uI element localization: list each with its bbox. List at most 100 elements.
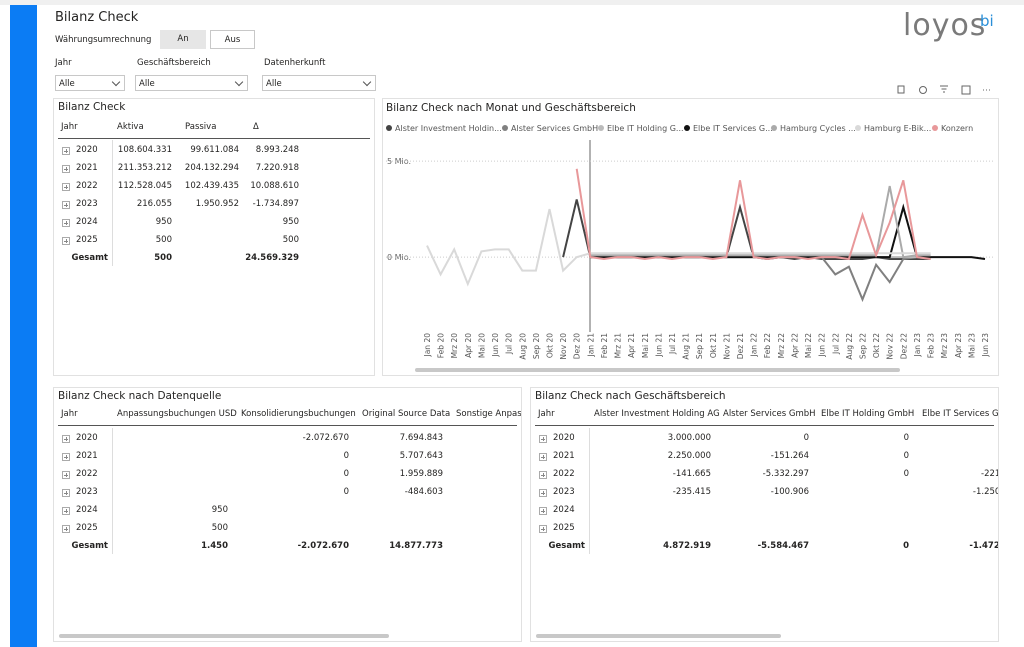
pin-icon[interactable] [919,86,927,94]
row-label: Gesamt [548,541,585,551]
table-cell: 8.993.248 [255,145,299,155]
chart-panel [382,98,999,376]
top-strip [0,0,1024,5]
dropdown[interactable]: Alle [135,75,248,91]
row-label: 2025 [76,235,98,245]
expand-icon [62,525,70,533]
column-header: Jahr [61,409,78,419]
table-cell: -5.332.297 [762,469,809,479]
table-cell: -235.415 [672,487,711,497]
row-label: 2020 [76,145,98,155]
dropdown[interactable]: Alle [55,75,125,91]
expand-icon [539,525,547,533]
copy-icon[interactable] [897,85,905,94]
expand-icon [62,507,70,515]
table-cell: 0 [903,451,909,461]
chevron [362,77,372,87]
table-cell: 4.872.919 [663,541,711,551]
table-cell: 0 [903,541,909,551]
filter-label: Geschäftsbereich [137,58,211,68]
table-cell: -1.734.897 [252,199,299,209]
logo: loyos [903,8,987,43]
table-cell: -141.665 [672,469,711,479]
column-rule [589,428,590,554]
row-label: 2022 [553,469,575,479]
table-cell: 102.439.435 [184,181,239,191]
column-header: Jahr [61,122,78,132]
column-header: Alster Services GmbH [723,409,816,419]
table-cell: 1.959.889 [399,469,443,479]
column-header: Aktiva [117,122,144,132]
side-bar [10,5,37,647]
table-cell: 1.450 [201,541,228,551]
dropdown-value: Alle [266,79,282,89]
expand-icon [539,453,547,461]
table-cell: 99.611.084 [190,145,239,155]
scrollbar [536,634,781,638]
table-cell: 500 [154,253,172,263]
row-label: Gesamt [71,253,108,263]
expand-icon [62,147,70,155]
table-cell: 500 [211,523,228,533]
table-cell: 0 [803,433,809,443]
table-cell: 216.055 [136,199,172,209]
header-rule [535,425,994,426]
row-label: 2021 [76,163,98,173]
expand-icon [539,507,547,515]
row-label: 2020 [553,433,575,443]
table-cell: 0 [343,451,349,461]
table-cell: 112.528.045 [117,181,172,191]
column-header: Anpassungsbuchungen USD [117,409,237,419]
table-cell: 211.353.212 [117,163,172,173]
header-rule [58,138,370,139]
row-label: 2024 [76,505,98,515]
column-header: Jahr [538,409,555,419]
table-cell: 5.707.643 [399,451,443,461]
column-rule [112,428,113,554]
column-header: Δ [253,122,259,132]
toggle-off[interactable]: Aus [210,30,255,49]
table-title: Bilanz Check [58,101,126,113]
row-label: Gesamt [71,541,108,551]
toggle-on[interactable]: An [160,30,206,49]
table-cell: 7.694.843 [399,433,443,443]
chevron [111,77,121,87]
table-cell: 950 [155,217,172,227]
table-cell: 10.088.610 [250,181,299,191]
table-panel: Bilanz Check nach Datenquelle Jahr Anpassu… [53,387,522,642]
row-label: 2023 [76,487,98,497]
expand-icon [62,165,70,173]
table-cell: 24.569.329 [245,253,299,263]
table-cell: -484.603 [404,487,443,497]
table-title: Bilanz Check nach Geschäftsbereich [535,390,726,402]
expand-icon [539,435,547,443]
table-cell: 0 [343,469,349,479]
currency-label: Währungsumrechnung [55,35,152,45]
table-cell: -2.072.670 [297,541,349,551]
row-label: 2023 [553,487,575,497]
page-title: Bilanz Check [55,10,139,25]
column-header: Original Source Data [362,409,451,419]
column-rule [112,140,113,266]
table-cell: 14.877.773 [389,541,443,551]
expand-icon [62,471,70,479]
dropdown[interactable]: Alle [262,75,376,91]
table-cell: 204.132.294 [184,163,239,173]
table-cell: 950 [211,505,228,515]
table-cell: -2.072.670 [302,433,349,443]
table-cell: 0 [343,487,349,497]
table-cell: -151.264 [770,451,809,461]
expand-icon [62,237,70,245]
filter-icon[interactable] [940,85,948,93]
focus-icon[interactable] [961,85,971,95]
column-header: Elbe IT Holding GmbH [821,409,915,419]
table-cell: -1.250. [972,487,998,497]
table-cell: 1.950.952 [195,199,239,209]
table-cell: 7.220.918 [255,163,299,173]
filter-label: Datenherkunft [264,58,326,68]
column-header: Konsolidierungsbuchungen [241,409,356,419]
row-label: 2021 [76,451,98,461]
row-label: 2022 [76,469,98,479]
column-header: Sonstige Anpas: [456,409,522,419]
row-label: 2020 [76,433,98,443]
